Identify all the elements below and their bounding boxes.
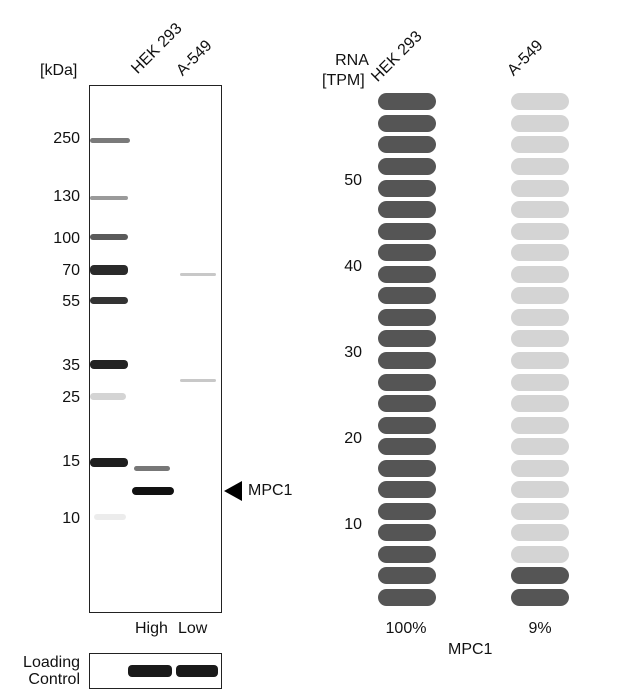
rna-segment [378,222,436,240]
rna-segment [511,416,569,434]
rna-segment [511,567,569,585]
rna-gene-label: MPC1 [448,641,493,658]
rna-segment [511,265,569,283]
rna-segment [378,395,436,413]
marker-10: 10 [62,510,80,527]
rna-segment [378,179,436,197]
rna-column-a549 [510,0,570,693]
loading-control-label-line1: Loading [23,654,80,671]
rna-segment [378,308,436,326]
sample-band-hek293-mpc1 [132,487,174,495]
rna-tick-10: 10 [344,516,362,533]
rna-segment [378,416,436,434]
rna-segment [378,589,436,606]
ladder-band-10 [94,514,126,520]
rna-tick-50: 50 [344,172,362,189]
western-blot-image [89,85,222,613]
ladder-band-35 [90,360,128,369]
rna-segment [378,502,436,520]
rna-tick-40: 40 [344,258,362,275]
loading-control-label-line2: Control [28,671,80,688]
rna-segment [511,373,569,391]
rna-segment [378,481,436,499]
rna-segment [378,567,436,585]
rna-segment [378,373,436,391]
rna-segment [378,524,436,542]
rna-column-hek293 [377,0,437,693]
loading-control-band-2 [176,665,218,677]
marker-250: 250 [53,130,80,147]
marker-55: 55 [62,293,80,310]
target-label: MPC1 [248,482,293,499]
rna-segment [511,287,569,305]
ladder-band-15 [90,458,128,467]
rna-tick-20: 20 [344,430,362,447]
loading-control-band-1 [128,665,172,677]
rna-segment [511,589,569,606]
rna-segment [378,201,436,219]
rna-segment [378,114,436,132]
rna-segment [511,438,569,456]
rna-segment [378,158,436,175]
rna-segment [511,330,569,348]
rna-segment [511,179,569,197]
rna-segment [378,244,436,262]
rna-segment [511,502,569,520]
exposure-high: High [135,620,168,637]
sample-band-hek293-upper [134,466,170,471]
rna-segment [511,545,569,563]
ladder-band-130 [90,196,128,200]
kda-unit-label: [kDa] [40,62,78,79]
sample-band-a549-faint-30 [180,379,216,382]
rna-segment [378,438,436,456]
target-arrow-icon [224,481,242,501]
rna-percent-hek293: 100% [385,620,427,637]
rna-segment [511,93,569,111]
marker-70: 70 [62,262,80,279]
rna-segment [378,351,436,369]
rna-segment [378,330,436,348]
ladder-band-25 [90,393,126,400]
rna-segment [511,395,569,413]
rna-segment [378,545,436,563]
ladder-band-100 [90,234,128,240]
rna-segment [511,158,569,175]
rna-segment [378,265,436,283]
rna-segment [511,201,569,219]
ladder-band-55 [90,297,128,304]
rna-segment [378,459,436,477]
rna-segment [511,524,569,542]
rna-segment [511,244,569,262]
rna-axis-title-line1: RNA [335,52,369,69]
marker-25: 25 [62,389,80,406]
rna-segment [378,287,436,305]
marker-15: 15 [62,453,80,470]
rna-segment [378,136,436,154]
sample-band-a549-faint-70 [180,273,216,276]
ladder-band-70 [90,265,128,275]
rna-axis-title-line2: [TPM] [322,72,365,89]
rna-segment [511,136,569,154]
lane-label-a549: A-549 [173,37,216,80]
rna-segment [511,308,569,326]
marker-35: 35 [62,357,80,374]
rna-segment [511,481,569,499]
rna-segment [511,351,569,369]
ladder-band-250 [90,138,130,143]
exposure-low: Low [178,620,208,637]
rna-segment [378,93,436,111]
rna-percent-a549: 9% [528,620,552,637]
marker-100: 100 [53,230,80,247]
marker-130: 130 [53,188,80,205]
rna-segment [511,459,569,477]
rna-segment [511,114,569,132]
rna-segment [511,222,569,240]
loading-control-blot [89,653,222,689]
rna-tick-30: 30 [344,344,362,361]
